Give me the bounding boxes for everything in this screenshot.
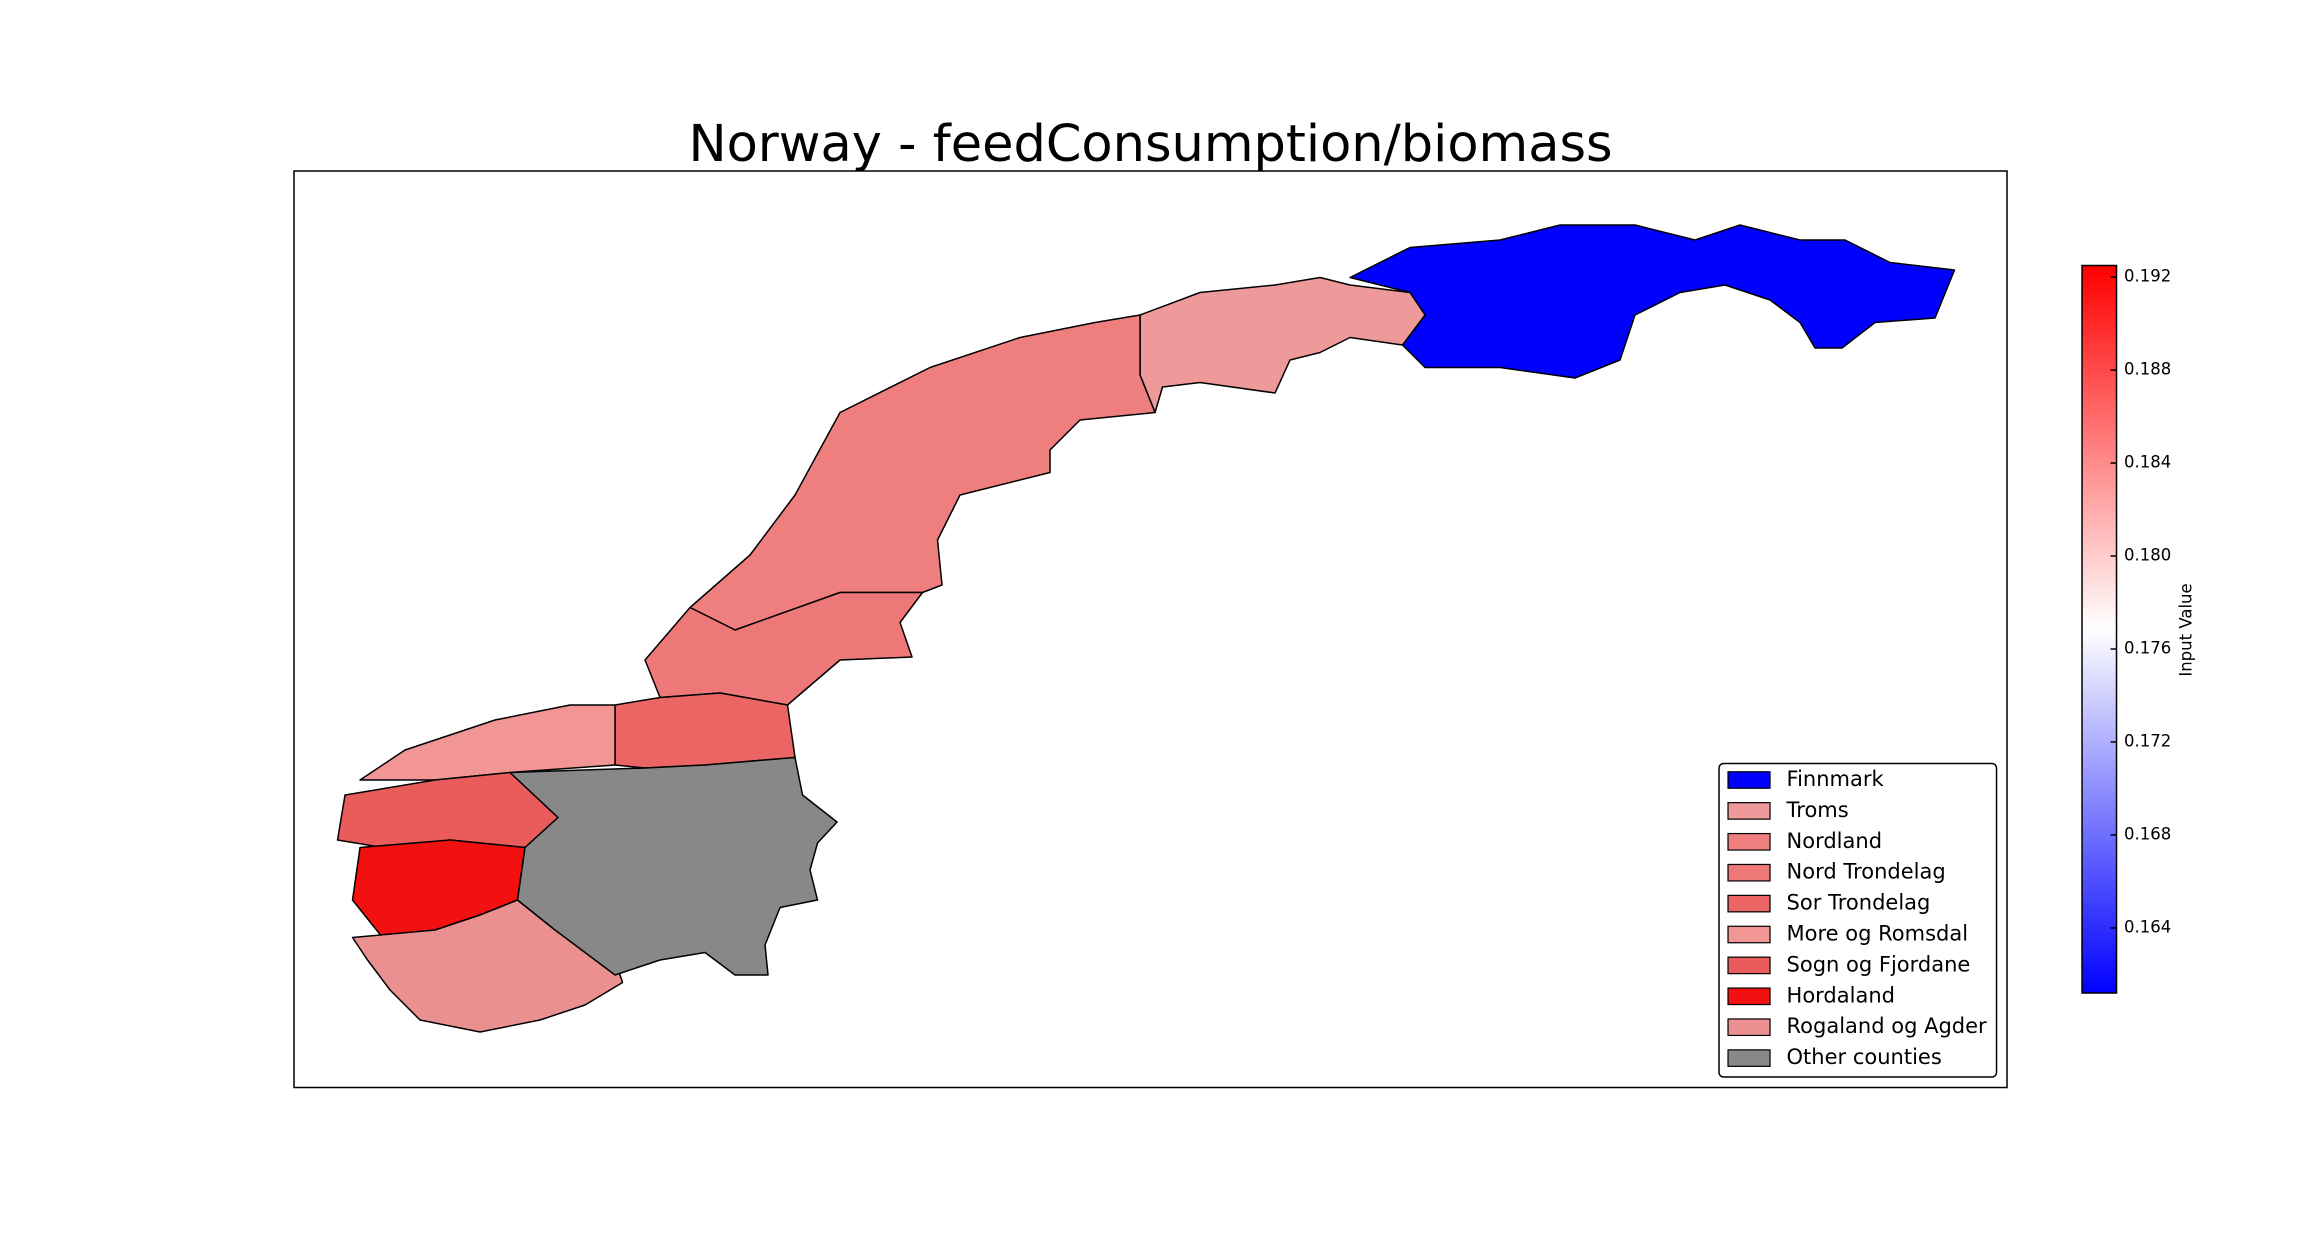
title: Norway - feedConsumption/biomass	[688, 115, 1612, 174]
legend-swatch	[1727, 863, 1771, 882]
map-frame	[293, 170, 2008, 1089]
legend-swatch	[1727, 802, 1771, 820]
region	[644, 591, 924, 706]
colorbar-tick-label: 0.184	[2124, 453, 2171, 472]
colorbar-tick-label: 0.192	[2124, 267, 2171, 286]
legend-swatch	[1727, 771, 1771, 789]
legend-swatch	[1727, 1049, 1771, 1067]
legend-label: Sogn og Fjordane	[1787, 952, 1971, 976]
legend: Finnmark Troms Nordland Nord Trondelag Sor T…	[1727, 767, 1988, 1069]
legend-swatch	[1727, 832, 1771, 851]
legend-swatch	[1727, 987, 1771, 1006]
legend-label: Nord Trondelag	[1787, 860, 1946, 884]
colorbar-tick-label: 0.188	[2124, 360, 2171, 379]
colorbar	[2081, 264, 2118, 994]
legend-box	[1718, 762, 1998, 1078]
region	[509, 756, 838, 976]
region	[351, 899, 624, 1033]
region	[614, 692, 796, 769]
colorbar-tick-label: 0.180	[2124, 546, 2171, 565]
legend-swatch	[1727, 956, 1771, 975]
legend-swatch	[1727, 894, 1771, 913]
legend-swatch	[1727, 1018, 1771, 1037]
colorbar-tick-label: 0.164	[2124, 917, 2171, 936]
legend-label: Hordaland	[1787, 983, 1895, 1007]
legend-label: Other counties	[1787, 1045, 1942, 1069]
region	[1139, 276, 1426, 414]
legend-label: Nordland	[1787, 829, 1883, 853]
legend-label: Finnmark	[1787, 767, 1885, 791]
colorbar-tick-label: 0.176	[2124, 639, 2171, 658]
legend-label: Troms	[1786, 798, 1849, 822]
colorbar-tick-label: 0.172	[2124, 731, 2171, 750]
legend-label: More og Romsdal	[1787, 922, 1969, 946]
legend-label: Sor Trondelag	[1787, 891, 1931, 915]
legend-label: Rogaland og Agder	[1787, 1014, 1988, 1038]
map	[336, 224, 1956, 1033]
colorbar-label: Input Value	[2177, 583, 2196, 676]
legend-swatch	[1727, 925, 1771, 944]
region	[359, 704, 616, 781]
colorbar-ticks: 0.164 0.168 0.172 0.176 0.180 0.184 0.188 0.192	[2110, 267, 2171, 936]
colorbar-tick-label: 0.168	[2124, 824, 2171, 843]
region	[1349, 224, 1956, 379]
